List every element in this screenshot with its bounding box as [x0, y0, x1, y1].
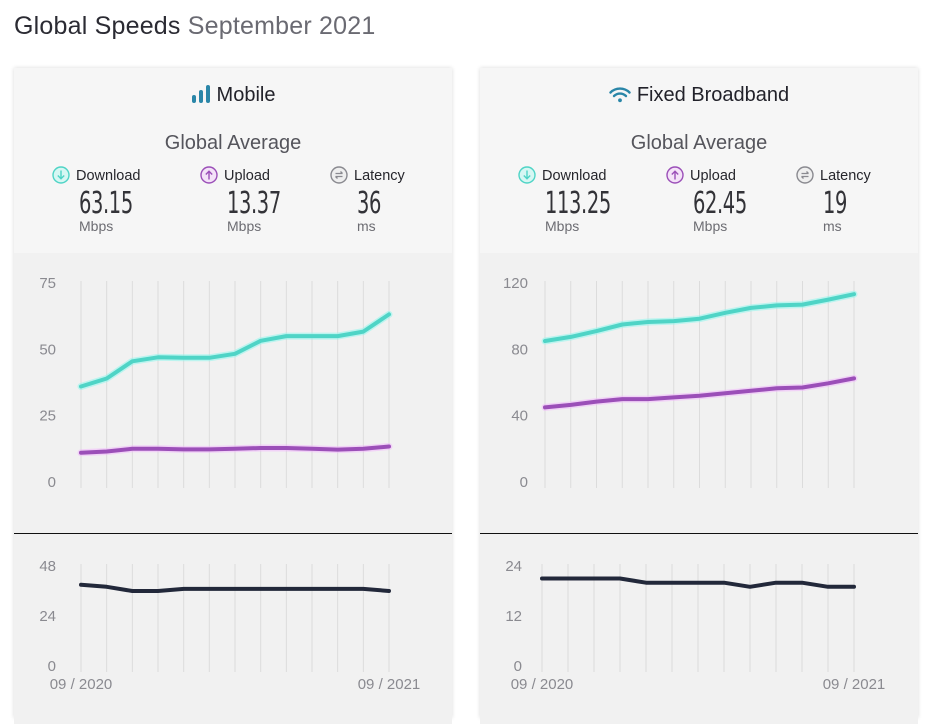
upload-value: 62.45 [693, 188, 767, 220]
title-text: Global Speeds [14, 12, 181, 40]
page-title: Global Speeds September 2021 [14, 12, 375, 41]
download-metric: Download 113.25 Mbps [518, 166, 648, 234]
latency-metric: Latency 36 ms [330, 166, 460, 234]
latency-value: 19 [823, 188, 897, 220]
x-tick-label: 09 / 2021 [358, 676, 421, 693]
download-label: Download [542, 168, 607, 184]
y-tick-label: 0 [514, 658, 522, 675]
upload-arrow-icon [200, 166, 218, 184]
download-value: 63.15 [79, 188, 153, 220]
download-arrow-icon [518, 166, 536, 184]
wifi-icon [609, 86, 631, 109]
download-arrow-icon [52, 166, 70, 184]
y-tick-label: 48 [39, 558, 56, 575]
y-tick-label: 0 [48, 658, 56, 675]
mobile-card-header: Mobile Global Average Download 63.15 Mbp… [14, 68, 452, 253]
mobile-latency-chart: 0 24 48 09 / 2020 09 / 2021 [14, 534, 452, 724]
y-tick-label: 12 [505, 608, 522, 625]
y-tick-label: 24 [39, 608, 56, 625]
fixed-broadband-card: Fixed Broadband Global Average Download … [480, 68, 918, 718]
latency-metric: Latency 19 ms [796, 166, 926, 234]
y-tick-label: 0 [48, 474, 56, 491]
global-average-label: Global Average [14, 132, 452, 155]
fixed-latency-chart: 0 12 24 09 / 2020 09 / 2021 [480, 534, 918, 724]
upload-metric: Upload 62.45 Mbps [666, 166, 796, 234]
upload-arrow-icon [666, 166, 684, 184]
title-date: September 2021 [188, 12, 376, 40]
fixed-card-title: Fixed Broadband [480, 84, 918, 109]
fixed-title-label: Fixed Broadband [637, 84, 789, 106]
y-tick-label: 0 [520, 474, 528, 491]
x-tick-label: 09 / 2021 [823, 676, 886, 693]
upload-value: 13.37 [227, 188, 301, 220]
y-tick-label: 25 [39, 408, 56, 425]
y-tick-label: 24 [505, 558, 522, 575]
y-tick-label: 80 [511, 341, 528, 358]
upload-label: Upload [224, 168, 270, 184]
global-average-label: Global Average [480, 132, 918, 155]
latency-icon [330, 166, 348, 184]
mobile-title-label: Mobile [217, 84, 276, 106]
y-tick-label: 40 [511, 408, 528, 425]
download-value: 113.25 [545, 188, 619, 220]
fixed-speed-chart: 0 40 80 120 [480, 253, 918, 534]
mobile-card: Mobile Global Average Download 63.15 Mbp… [14, 68, 452, 718]
y-tick-label: 120 [503, 275, 528, 292]
download-label: Download [76, 168, 141, 184]
x-tick-label: 09 / 2020 [50, 676, 113, 693]
latency-value: 36 [357, 188, 431, 220]
signal-bars-icon [191, 85, 211, 109]
latency-icon [796, 166, 814, 184]
mobile-speed-chart: 0 25 50 75 [14, 253, 452, 534]
upload-label: Upload [690, 168, 736, 184]
latency-label: Latency [820, 168, 871, 184]
mobile-card-title: Mobile [14, 84, 452, 109]
latency-label: Latency [354, 168, 405, 184]
download-metric: Download 63.15 Mbps [52, 166, 182, 234]
y-tick-label: 50 [39, 341, 56, 358]
fixed-card-header: Fixed Broadband Global Average Download … [480, 68, 918, 253]
x-tick-label: 09 / 2020 [511, 676, 574, 693]
y-tick-label: 75 [39, 275, 56, 292]
upload-metric: Upload 13.37 Mbps [200, 166, 330, 234]
